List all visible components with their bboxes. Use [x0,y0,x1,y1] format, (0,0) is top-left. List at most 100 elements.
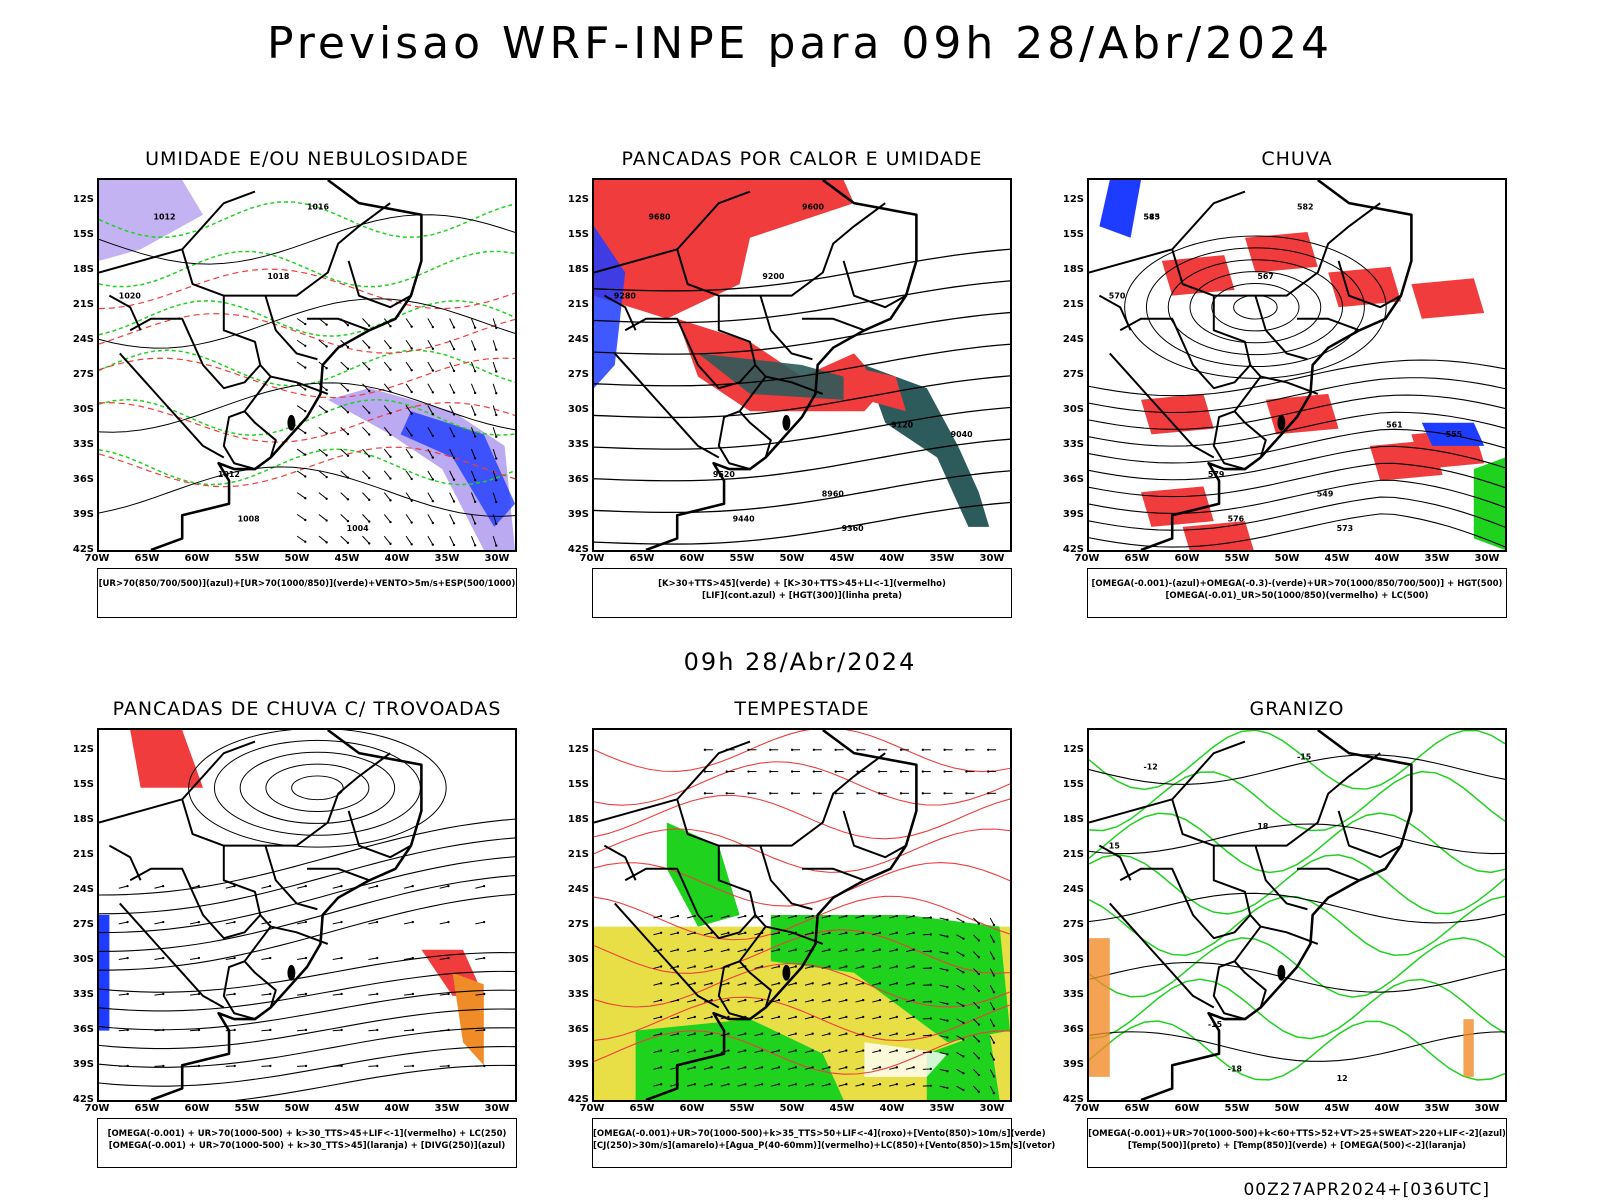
map-area: -12 -15 -15 -18 12 15 18 [1087,728,1507,1102]
lon-tick-label: 30W [484,553,510,564]
legend-box: [OMEGA(-0.001)+UR>70(1000-500)+k<60+TTS>… [1087,1118,1507,1168]
lat-tick-label: 21S [1062,299,1084,310]
lat-tick-label: 30S [72,954,94,965]
contour-label: 9680 [648,213,671,222]
legend-line: [OMEGA(-0.01)_UR>50(1000/850)(vermelho) … [1165,591,1429,601]
lon-tick-label: 70W [84,1103,110,1114]
lon-tick-label: 40W [384,1103,410,1114]
lon-tick-label: 50W [284,1103,310,1114]
lat-tick-label: 33S [567,439,589,450]
lat-tick-label: 15S [72,229,94,240]
contour-label: 8960 [822,490,845,499]
lat-tick-label: 36S [567,1024,589,1035]
lon-tick-label: 60W [1174,553,1200,564]
lat-tick-label: 12S [1062,194,1084,205]
contour-label: 1012 [153,213,175,222]
lat-tick-label: 42S [567,544,589,555]
lat-tick-label: 27S [567,369,589,380]
contour-label: 1012 [218,470,240,479]
lat-tick-label: 15S [72,779,94,790]
lat-tick-label: 21S [72,299,94,310]
lon-tick-label: 45W [1324,1103,1350,1114]
lat-tick-label: 39S [567,509,589,520]
lon-tick-label: 50W [1274,1103,1300,1114]
lat-tick-label: 12S [72,744,94,755]
legend-line: [OMEGA(-0.001) + UR>70(1000-500) + k>30_… [107,1129,507,1139]
lat-tick-label: 42S [72,1094,94,1105]
lon-tick-label: 65W [134,553,160,564]
contour-label: 9520 [713,470,736,479]
lat-tick-label: 15S [567,229,589,240]
lat-tick-label: 27S [72,369,94,380]
map-area [97,728,517,1102]
lat-tick-label: 30S [567,404,589,415]
legend-box: [K>30+TTS>45](verde) + [K>30+TTS>45+LI<-… [592,568,1012,618]
lon-tick-label: 60W [184,553,210,564]
lat-tick-label: 30S [1062,404,1084,415]
lon-tick-label: 60W [184,1103,210,1114]
lat-tick-label: 42S [1062,544,1084,555]
lon-tick-label: 65W [629,553,655,564]
lon-tick-label: 30W [979,553,1005,564]
lat-tick-label: 33S [1062,989,1084,1000]
lon-tick-label: 55W [1224,1103,1250,1114]
lat-tick-label: 24S [72,884,94,895]
lon-tick-label: 45W [334,1103,360,1114]
lon-tick-label: 55W [729,1103,755,1114]
panel-title: PANCADAS POR CALOR E UMIDADE [621,148,983,170]
lat-tick-label: 36S [72,474,94,485]
lon-tick-label: 35W [929,553,955,564]
map-svg: 585 582 579 576 573 570 567 561 555 549 543 [1089,180,1505,550]
contour-label: 1016 [307,203,330,212]
lat-tick-label: 24S [1062,334,1084,345]
contour-label: 567 [1257,272,1274,281]
contour-label: 549 [1317,490,1334,499]
lon-tick-label: 35W [434,553,460,564]
map-svg [594,730,1010,1100]
contour-label: 582 [1297,203,1314,212]
contour-label: 579 [1208,470,1225,479]
lat-tick-label: 15S [1062,779,1084,790]
lat-tick-label: 42S [72,544,94,555]
legend-line: [UR>70(850/700/500)](azul)+[UR>70(1000/8… [98,579,516,589]
contour-label: -15 [1208,1020,1222,1029]
legend-line: [LIF](cont.azul) + [HGT(300)](linha pret… [701,591,903,601]
legend-line: [OMEGA(-0.001)-(azul)+OMEGA(-0.3)-(verde… [1091,579,1503,589]
lon-tick-label: 55W [729,553,755,564]
panel-title: UMIDADE E/OU NEBULOSIDADE [145,148,469,170]
lat-tick-label: 24S [1062,884,1084,895]
lat-tick-label: 15S [567,779,589,790]
lat-tick-label: 39S [72,509,94,520]
lat-tick-label: 21S [72,849,94,860]
lon-tick-label: 50W [1274,553,1300,564]
lat-tick-label: 39S [567,1059,589,1070]
lat-tick-label: 33S [72,439,94,450]
contour-label: 1020 [119,292,142,301]
lat-tick-label: 27S [1062,369,1084,380]
lon-tick-label: 45W [829,1103,855,1114]
lon-tick-label: 50W [779,553,805,564]
legend-box: [OMEGA(-0.001) + UR>70(1000-500) + k>30_… [97,1118,517,1168]
lat-tick-label: 39S [1062,509,1084,520]
lat-tick-label: 18S [1062,264,1084,275]
lon-tick-label: 65W [629,1103,655,1114]
legend-line: [Temp(500)](preto) + [Temp(850)](verde) … [1127,1141,1467,1151]
lat-tick-label: 36S [567,474,589,485]
contour-label: 15 [1109,842,1120,851]
legend-line: [CJ(250)>30m/s](amarelo)+[Agua_P(40-60mm… [593,1141,1056,1151]
lat-tick-label: 21S [1062,849,1084,860]
lon-tick-label: 30W [979,1103,1005,1114]
lat-tick-label: 21S [567,299,589,310]
main-title: Previsao WRF-INPE para 09h 28/Abr/2024 [266,18,1333,69]
lon-tick-label: 40W [1374,1103,1400,1114]
lat-tick-label: 30S [72,404,94,415]
legend-line: [K>30+TTS>45](verde) + [K>30+TTS>45+LI<-… [658,579,946,589]
lon-tick-label: 45W [1324,553,1350,564]
lat-tick-label: 18S [72,814,94,825]
lat-tick-label: 36S [1062,474,1084,485]
contour-label: 9120 [891,420,914,429]
lon-tick-label: 30W [1474,1103,1500,1114]
lat-tick-label: 12S [1062,744,1084,755]
lat-tick-label: 42S [567,1094,589,1105]
lat-tick-label: 33S [567,989,589,1000]
